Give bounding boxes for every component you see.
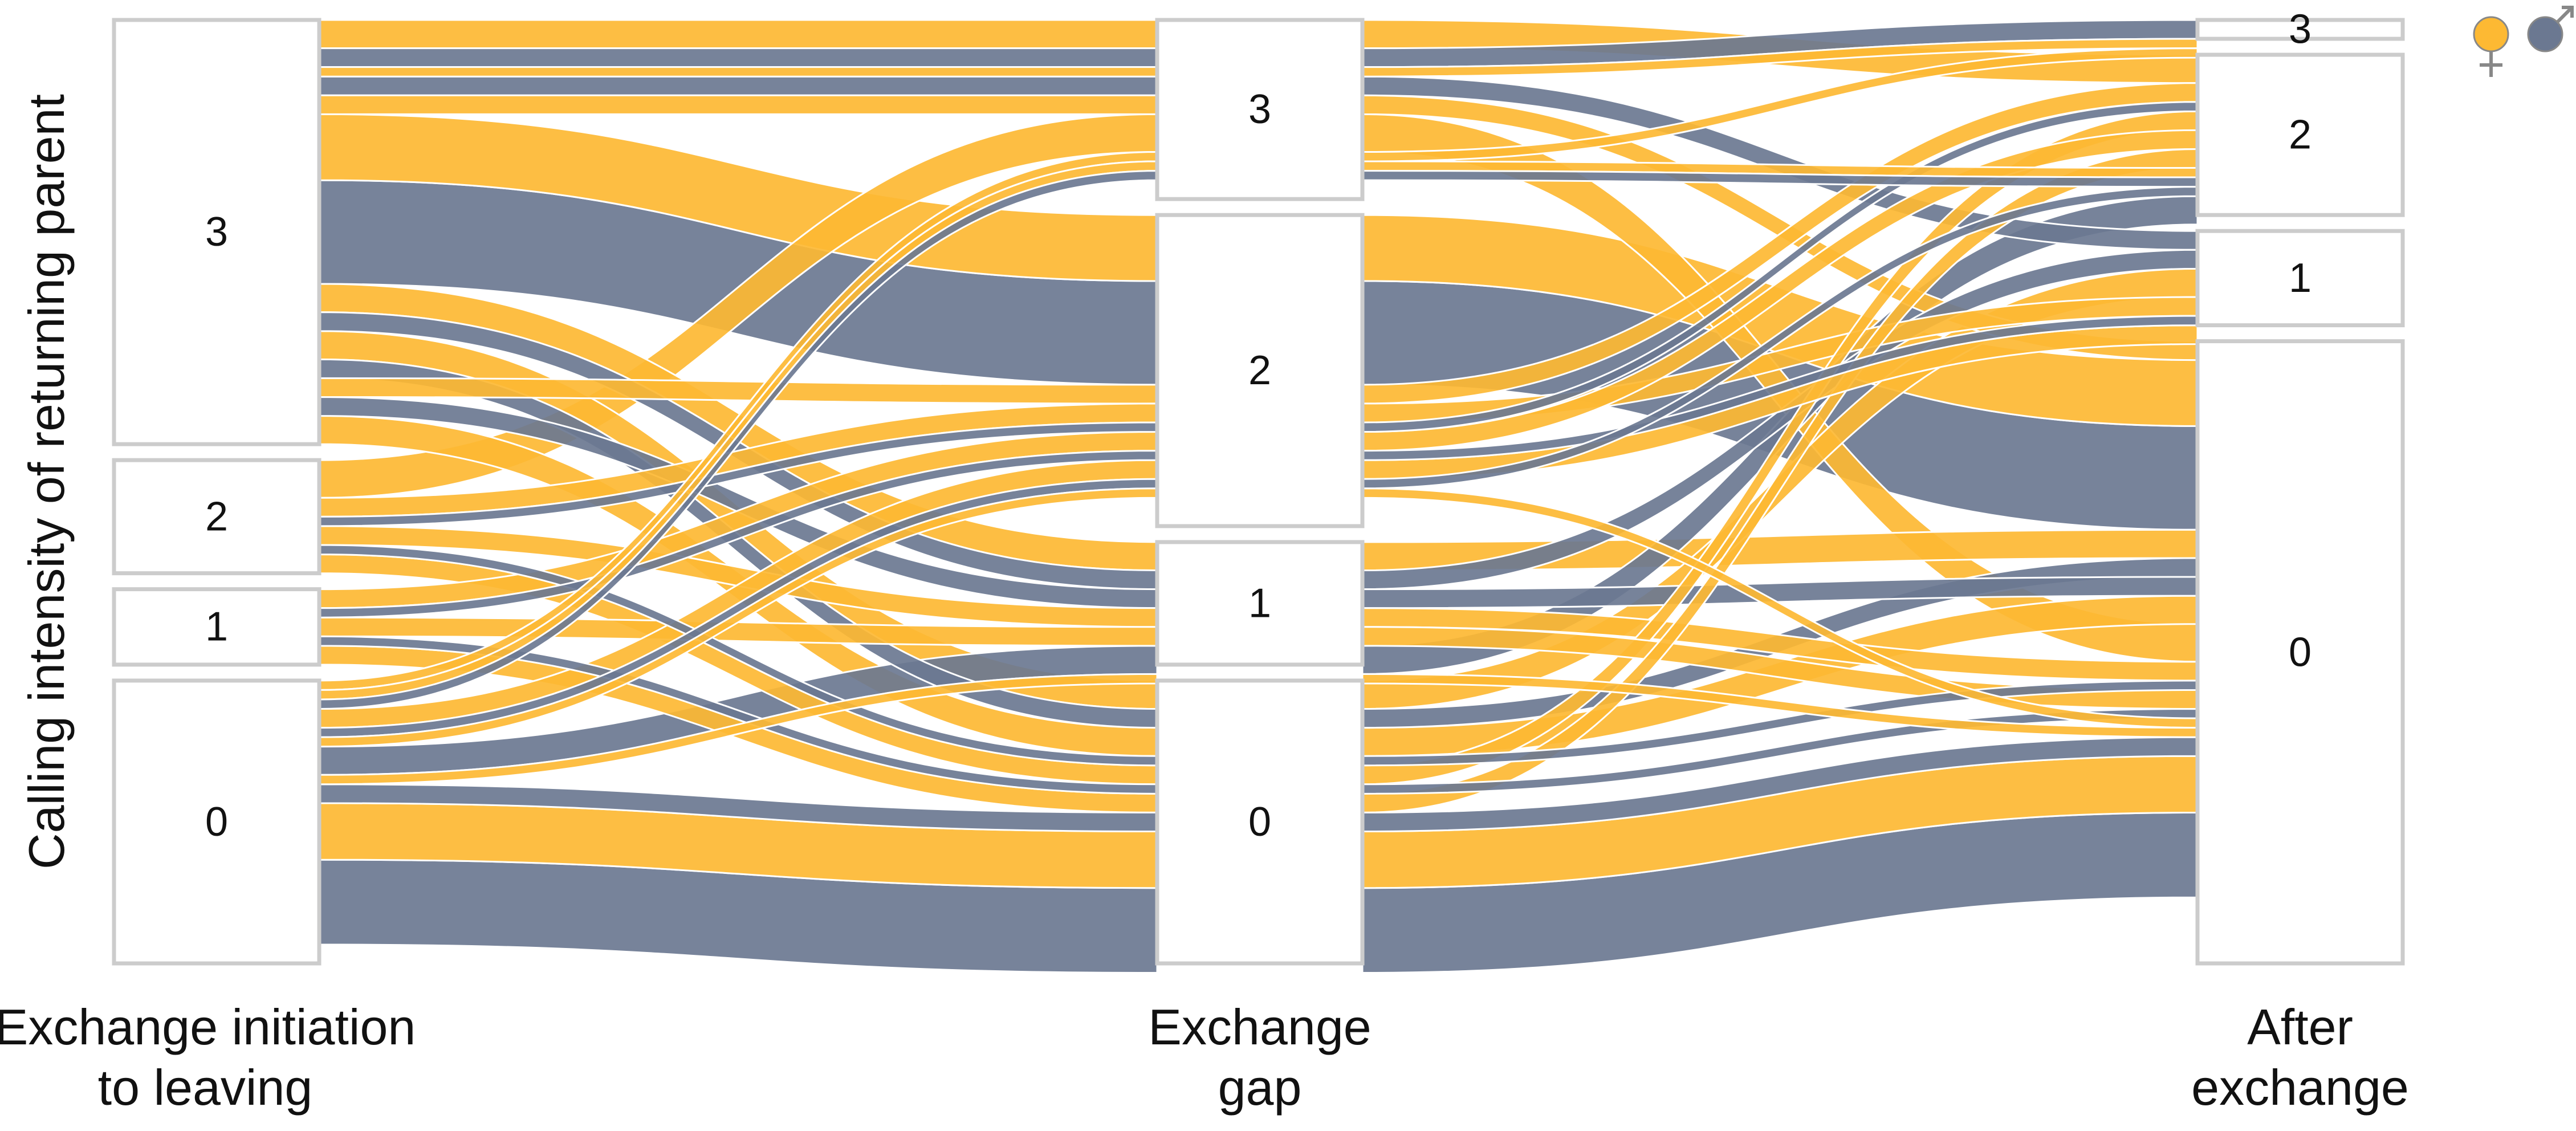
node-label-stage2-level2: 2: [2289, 112, 2312, 158]
stage-label-1: Exchange gap: [1148, 999, 1371, 1116]
node-stage2-level2: [2195, 52, 2405, 217]
node-label-stage0-level0: 0: [205, 799, 228, 845]
node-stage1-level0: [1155, 678, 1365, 966]
node-stage0-level0: [112, 678, 322, 966]
flow-female-2-stage0: [318, 66, 1158, 78]
y-axis-label: Calling intensity of returning parent: [18, 94, 75, 869]
node-label-stage2-level1: 1: [2289, 255, 2312, 301]
legend: [2473, 6, 2574, 77]
stage-labels: Exchange initiation to leaving Exchange gap…: [0, 999, 2409, 1116]
node-stage2-level3: [2195, 18, 2405, 41]
node-stage1-level1: [1155, 540, 1365, 667]
node-label-stage0-level2: 2: [205, 494, 228, 539]
stage-label-0: Exchange initiation to leaving: [0, 999, 416, 1116]
flow-male-1-stage0: [318, 47, 1158, 68]
node-label-stage0-level1: 1: [205, 604, 228, 650]
stage-label-2: After exchange: [2191, 999, 2409, 1116]
node-stage2-level0: [2195, 339, 2405, 966]
flow-female-0-stage0: [318, 19, 1158, 50]
flow-male-3-stage0: [318, 75, 1158, 96]
node-stage0-level1: [112, 587, 322, 667]
node-label-stage1-level1: 1: [1248, 580, 1271, 626]
node-stage2-level1: [2195, 229, 2405, 328]
node-label-stage2-level0: 0: [2289, 629, 2312, 675]
flow-male-31-stage1: [1361, 195, 2199, 675]
node-stage0-level3: [112, 18, 322, 446]
node-stage1-level2: [1155, 213, 1365, 528]
node-label-stage1-level2: 2: [1248, 348, 1271, 393]
node-stage1-level3: [1155, 18, 1365, 201]
flows-layer: [318, 19, 2199, 974]
nodes-layer: 3 2 1 0 3 2 1 0 3 2 1 0: [112, 7, 2405, 966]
legend-female-icon: [2473, 16, 2509, 77]
node-stage0-level2: [112, 458, 322, 576]
node-label-stage2-level3: 3: [2289, 7, 2312, 52]
node-label-stage0-level3: 3: [205, 209, 228, 255]
legend-male-icon: [2527, 6, 2574, 52]
flow-female-4-stage0: [318, 94, 1158, 115]
node-label-stage1-level0: 0: [1248, 799, 1271, 845]
node-label-stage1-level3: 3: [1248, 87, 1271, 132]
